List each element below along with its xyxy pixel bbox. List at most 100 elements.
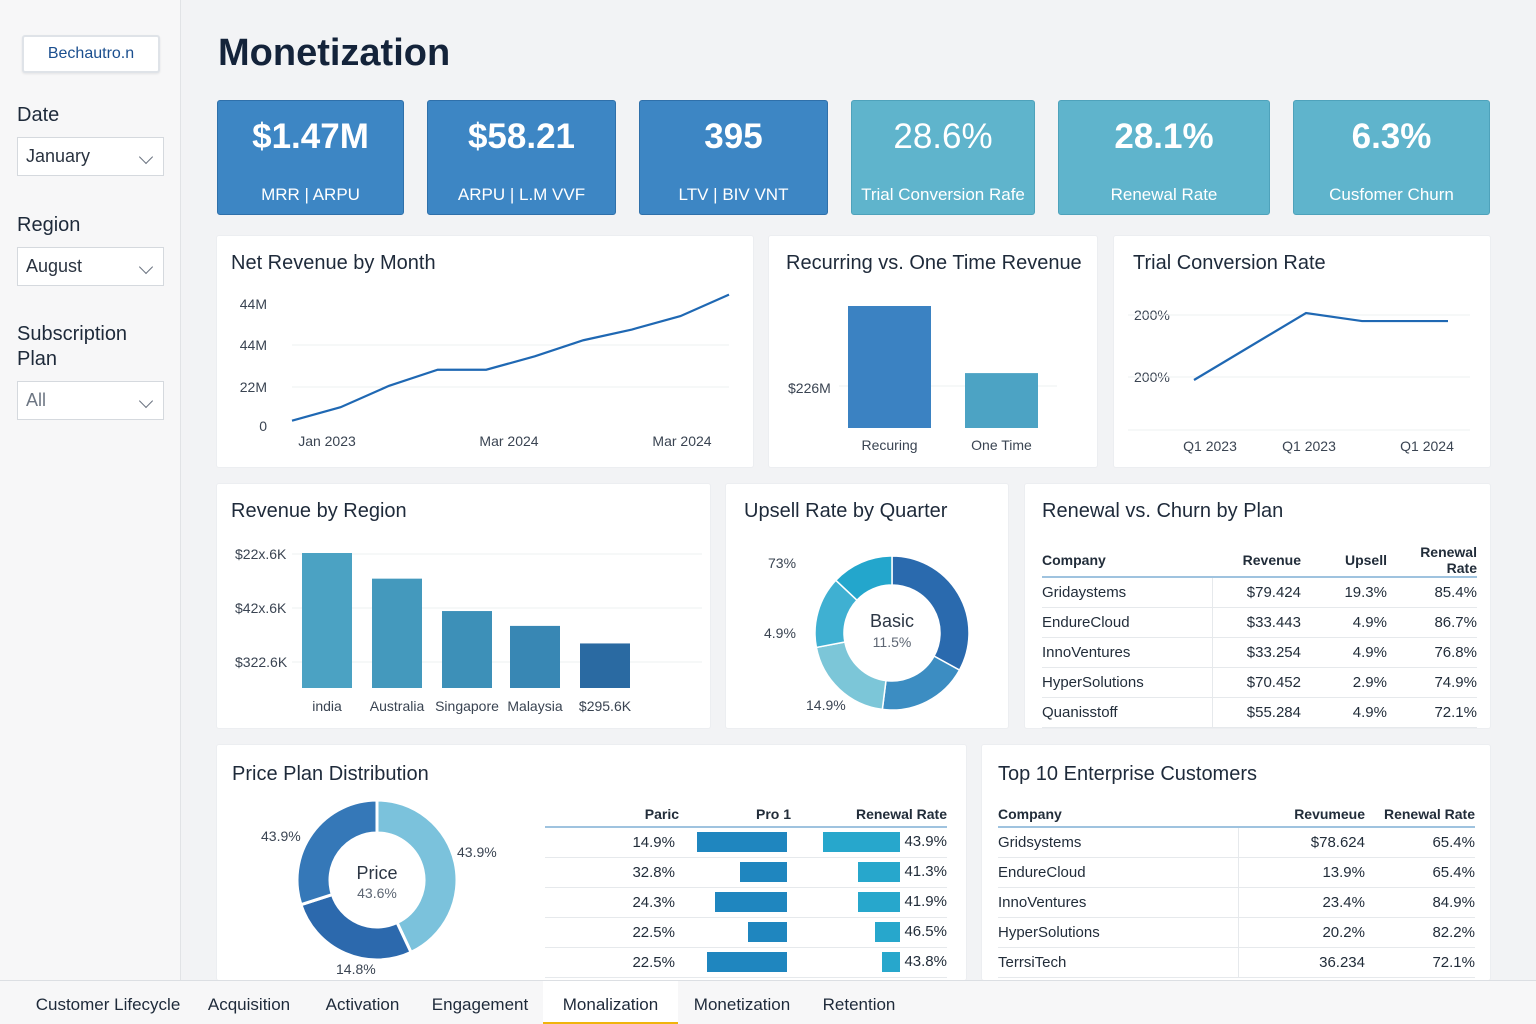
enterprise-customers-card: Top 10 Enterprise Customers Company Revu… <box>982 745 1490 980</box>
chevron-down-icon <box>138 259 154 275</box>
card-title: Revenue by Region <box>231 500 407 522</box>
column-header[interactable]: Revumeue <box>1238 801 1365 828</box>
table-cell: 46.5% <box>791 917 947 948</box>
donut-outer-label: 14.8% <box>336 961 376 977</box>
tab-acquisition[interactable]: Acquisition <box>207 995 291 1014</box>
column-header[interactable]: Upsell <box>1301 544 1387 578</box>
table-cell: 85.4% <box>1387 577 1477 608</box>
column-header[interactable]: Revenue <box>1212 544 1301 578</box>
card-title: Trial Conversion Rate <box>1133 252 1326 274</box>
table-cell <box>679 827 791 858</box>
table-row[interactable]: 22.5% 43.8% <box>545 947 947 978</box>
pro-bar <box>740 862 787 882</box>
table-cell: HyperSolutions <box>1042 667 1213 698</box>
kpi-card-ltv[interactable]: 395 LTV | BIV VNT <box>639 100 828 215</box>
column-header[interactable]: Renewal Rate <box>1387 544 1477 578</box>
table-cell: 4.9% <box>1301 697 1387 728</box>
kpi-card-arpu[interactable]: $58.21 ARPU | L.M VVF <box>427 100 616 215</box>
donut-slice <box>375 798 459 955</box>
price-plan-donut: Price 43.6% 43.9% 43.9% 14.8% <box>261 798 497 977</box>
table-cell: EndureCloud <box>998 857 1239 888</box>
renewal-bar <box>858 892 901 912</box>
table-row[interactable]: EndureCloud 13.9% 65.4% <box>998 857 1475 888</box>
column-header[interactable]: Paric <box>545 801 679 828</box>
column-header[interactable]: Company <box>1042 544 1212 578</box>
x-tick-label: Q1 2024 <box>1400 438 1454 454</box>
table-row[interactable]: 24.3% 41.9% <box>545 887 947 918</box>
column-header[interactable]: Renewal Rate <box>1365 801 1475 828</box>
donut-center-value: 11.5% <box>873 634 912 650</box>
upsell-rate-card: Upsell Rate by Quarter Basic 11.5% 73% 4.9%… <box>726 484 1008 728</box>
column-header[interactable]: Renewal Rate <box>791 801 947 828</box>
brand-logo[interactable]: Bechautro.n <box>22 35 160 73</box>
tab-monetization[interactable]: Monetization <box>693 995 791 1014</box>
table-row[interactable]: Gridaystems $79.424 19.3% 85.4% <box>1042 577 1477 608</box>
upsell-rate-chart: Basic 11.5% 73% 4.9% 14.9% <box>764 555 970 713</box>
x-tick-label: One Time <box>971 437 1032 453</box>
pro-bar <box>697 832 787 853</box>
tab-engagement[interactable]: Engagement <box>431 995 529 1014</box>
table-row[interactable]: HyperSolutions 20.2% 82.2% <box>998 917 1475 948</box>
table-cell: $78.624 <box>1238 827 1365 858</box>
donut-slice <box>881 655 961 711</box>
table-row[interactable]: InnoVentures $33.254 4.9% 76.8% <box>1042 637 1477 668</box>
region-select-value: August <box>26 256 83 276</box>
tab-retention[interactable]: Retention <box>822 995 896 1014</box>
plan-select-value: All <box>26 390 47 410</box>
kpi-card-renewal-rate[interactable]: 28.1% Renewal Rate <box>1058 100 1270 215</box>
table-row[interactable]: HyperSolutions $70.452 2.9% 74.9% <box>1042 667 1477 698</box>
plan-select[interactable]: All <box>17 381 164 420</box>
table-cell: Quanisstoff <box>1042 697 1213 728</box>
column-header[interactable]: Company <box>998 801 1238 828</box>
kpi-label: LTV | BIV VNT <box>678 185 789 204</box>
y-tick-label: 22M <box>240 379 267 395</box>
card-title: Net Revenue by Month <box>231 252 436 274</box>
x-tick-label: Jan 2023 <box>298 433 356 449</box>
renewal-bar <box>875 922 901 942</box>
tab-activation[interactable]: Activation <box>325 995 400 1014</box>
table-row[interactable]: 22.5% 46.5% <box>545 917 947 948</box>
region-select[interactable]: August <box>17 247 164 286</box>
y-tick-label: 44M <box>240 296 267 312</box>
donut-outer-label: 43.9% <box>457 844 497 860</box>
kpi-card-mrr[interactable]: $1.47M MRR | ARPU <box>217 100 404 215</box>
kpi-label: Renewal Rate <box>1110 185 1218 204</box>
bar <box>580 643 630 688</box>
date-select[interactable]: January <box>17 137 164 176</box>
tab-customer-lifecycle[interactable]: Customer Lifecycle <box>35 995 181 1014</box>
table-cell: 22.5% <box>545 917 679 948</box>
table-cell: $33.443 <box>1212 607 1301 638</box>
column-header[interactable]: Pro 1 <box>679 801 791 828</box>
table-row[interactable]: Gridsystems $78.624 65.4% <box>998 827 1475 858</box>
table-row[interactable]: TerrsiTech 36.234 72.1% <box>998 947 1475 978</box>
table-row[interactable]: 14.9% 43.9% <box>545 827 947 858</box>
bar <box>302 553 352 688</box>
pro-bar <box>715 892 787 912</box>
table-cell: 84.9% <box>1365 887 1475 918</box>
region-filter-label: Region <box>17 214 81 236</box>
table-cell: InnoVentures <box>1042 637 1213 668</box>
series-line <box>1193 311 1448 381</box>
table-row[interactable]: 32.8% 41.3% <box>545 857 947 888</box>
bar <box>848 306 931 428</box>
table-cell: 19.3% <box>1301 577 1387 608</box>
table-row[interactable]: InnoVentures 23.4% 84.9% <box>998 887 1475 918</box>
trial-conversion-chart: 200%200%Q1 2023 Q1 2023 Q1 2024 <box>1128 307 1470 454</box>
net-revenue-card: Net Revenue by Month 44M 44M 22M 0 Jan 2023 M… <box>217 236 753 467</box>
kpi-card-customer-churn[interactable]: 6.3% Cusfomer Churn <box>1293 100 1490 215</box>
plan-filter-label: Subscription Plan <box>17 323 128 370</box>
card-title: Recurring vs. One Time Revenue <box>786 252 1082 274</box>
table-cell: 76.8% <box>1387 637 1477 668</box>
donut-center-label: Price <box>356 863 397 883</box>
x-tick-label: Recuring <box>861 437 917 453</box>
kpi-card-trial-conversion[interactable]: 28.6% Trial Conversion Rafe <box>851 100 1035 215</box>
table-row[interactable]: EndureCloud $33.443 4.9% 86.7% <box>1042 607 1477 638</box>
x-tick-label: Singapore <box>435 698 499 714</box>
x-tick-label: india <box>312 698 342 714</box>
chevron-down-icon <box>138 393 154 409</box>
table-row[interactable]: Quanisstoff $55.284 4.9% 72.1% <box>1042 697 1477 728</box>
renewal-bar <box>881 952 901 972</box>
table-cell: 65.4% <box>1365 827 1475 858</box>
tab-monalization[interactable]: Monalization <box>543 981 678 1024</box>
donut-center-value: 43.6% <box>357 885 397 901</box>
